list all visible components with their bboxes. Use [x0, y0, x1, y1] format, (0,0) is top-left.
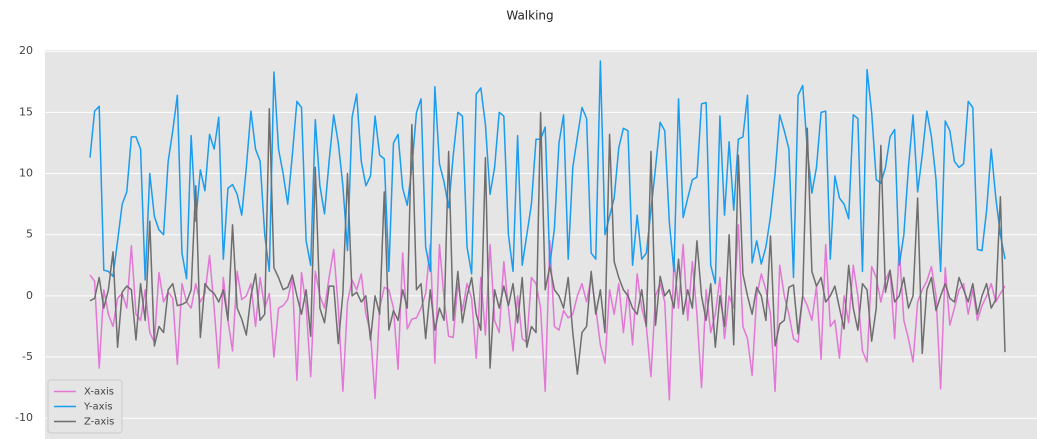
y-tick-label: 0	[26, 289, 33, 302]
y-tick-label: 15	[19, 105, 33, 118]
series-line	[89, 60, 1006, 285]
legend-box	[47, 379, 123, 434]
series-line	[89, 107, 1006, 375]
y-tick-label: -10	[15, 411, 33, 424]
legend-label: X-axis	[84, 387, 114, 398]
y-tick-label: 5	[26, 228, 33, 241]
y-tick-label: -5	[22, 350, 33, 363]
y-tick-label: 10	[19, 167, 33, 180]
legend-label: Z-axis	[84, 417, 114, 428]
chart-title: Walking	[506, 9, 553, 23]
y-tick-label: 20	[19, 44, 33, 57]
series-line	[89, 224, 1006, 401]
legend-label: Y-axis	[83, 402, 113, 413]
